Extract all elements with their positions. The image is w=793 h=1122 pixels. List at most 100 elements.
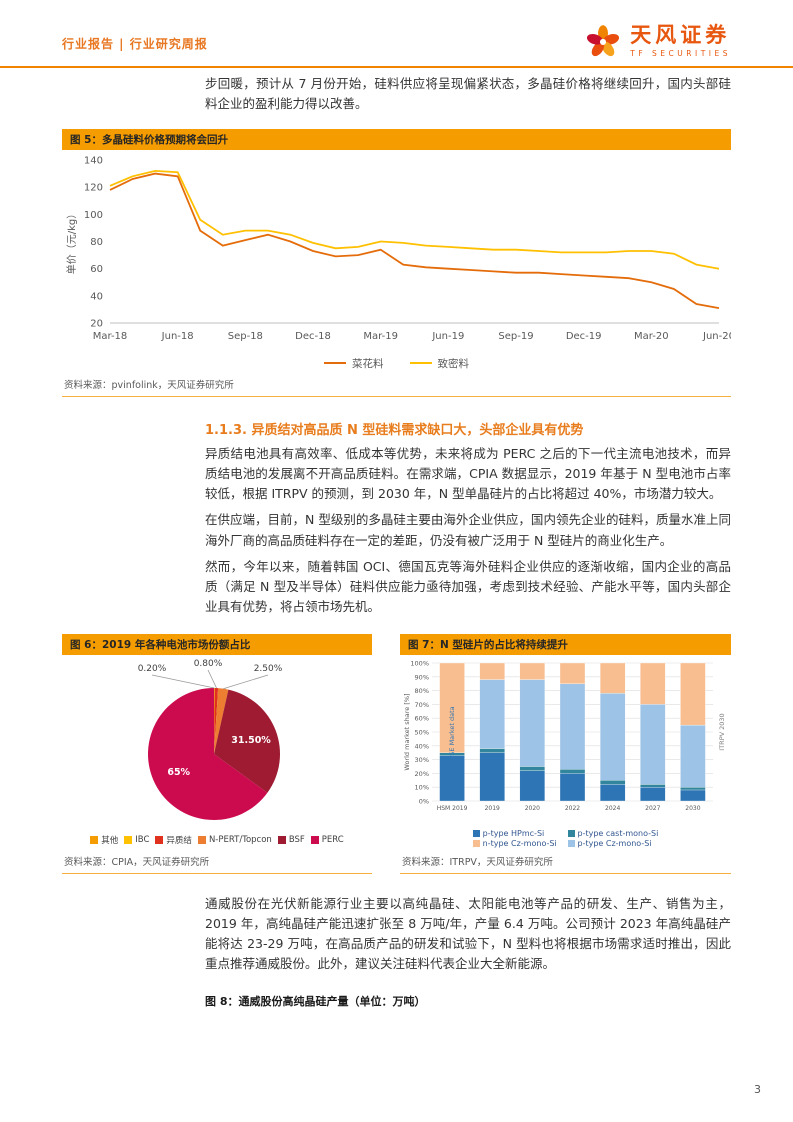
fig6-pie-chart: 31.50% 65% 0.20% 0.80% 2.50%: [138, 659, 283, 820]
svg-text:2024: 2024: [605, 805, 620, 812]
figure-7: 图 7：N 型硅片的占比将持续提升 0% 10% 20% 30% 40% 50% 60% 70…: [400, 633, 731, 874]
figure-8-title: 图 8：通威股份高纯晶硅产量（单位：万吨）: [205, 994, 426, 1008]
bar-segment: [439, 662, 465, 753]
svg-text:90%: 90%: [415, 673, 429, 681]
page-header: 行业报告 | 行业研究周报 天风证券 TF SECURITIES: [0, 0, 793, 68]
page-number: 3: [754, 1083, 761, 1096]
svg-text:2022: 2022: [565, 805, 580, 812]
svg-text:Mar-19: Mar-19: [363, 331, 398, 342]
svg-text:2019: 2019: [485, 805, 500, 812]
figure-5-title-bar: 图 5：多晶硅料价格预期将会回升: [62, 128, 731, 150]
bar-segment: [559, 772, 586, 801]
fig7-stacked-bar-chart: 0% 10% 20% 30% 40% 50% 60% 70% 80% 90% 100% HSM 201…: [403, 659, 726, 812]
line-series: [109, 169, 720, 270]
fig5-legend: 菜花料 致密料: [324, 356, 469, 371]
legend-item: p-type Cz-mono-Si: [567, 839, 659, 848]
svg-text:ITRPV 2030: ITRPV 2030: [718, 713, 726, 750]
pie-slice: [214, 687, 215, 754]
legend-item: 致密料: [409, 356, 469, 371]
recommendation-paragraph: 通威股份在光伏新能源行业主要以高纯晶硅、太阳能电池等产品的研发、生产、销售为主，…: [205, 895, 731, 972]
breadcrumb: 行业报告 | 行业研究周报: [62, 37, 208, 51]
svg-text:Mar-18: Mar-18: [93, 331, 128, 342]
svg-text:HSM 2019: HSM 2019: [437, 805, 468, 812]
bar-segment: [599, 692, 626, 780]
svg-text:0.80%: 0.80%: [194, 659, 223, 669]
svg-text:10%: 10%: [415, 783, 429, 791]
svg-text:20%: 20%: [415, 769, 429, 777]
legend-item: p-type HPmc-Si: [472, 829, 564, 838]
bar-segment: [439, 754, 465, 801]
bar-segment: [519, 769, 546, 801]
bar-segment: [680, 724, 706, 787]
svg-text:Dec-18: Dec-18: [295, 331, 331, 342]
bar-segment: [640, 662, 666, 705]
svg-text:100%: 100%: [410, 659, 429, 667]
bar-segment: [599, 783, 626, 801]
legend-item: BSF: [277, 834, 305, 846]
svg-text:40%: 40%: [415, 742, 429, 750]
brand-logo: 天风证券 TF SECURITIES: [584, 22, 731, 60]
pie-slice: [214, 689, 281, 793]
legend-item: 异质结: [155, 834, 192, 846]
pie-slice: [148, 687, 268, 820]
svg-text:100: 100: [84, 209, 103, 220]
svg-text:Jun-18: Jun-18: [161, 331, 194, 342]
svg-text:ISE Market data: ISE Market data: [448, 706, 456, 757]
fig6-source-note: 资料来源：CPIA，天风证券研究所: [64, 856, 210, 868]
brand-name: 天风证券: [630, 22, 731, 47]
legend-item: n-type Cz-mono-Si: [472, 839, 564, 848]
figure-6-title-bar: 图 6：2019 年各种电池市场份额占比: [62, 633, 372, 655]
svg-text:Dec-19: Dec-19: [566, 331, 602, 342]
svg-text:单价（元/kg）: 单价（元/kg）: [66, 208, 78, 274]
svg-text:31.50%: 31.50%: [231, 735, 271, 746]
bar-segment: [559, 768, 586, 774]
figures-row: 图 6：2019 年各种电池市场份额占比 31.50% 65% 0.20% 0.80%…: [62, 633, 731, 874]
fig7-legend: p-type HPmc-Si p-type cast-mono-Si n-type …: [459, 827, 673, 851]
figure-6: 图 6：2019 年各种电池市场份额占比 31.50% 65% 0.20% 0.80%…: [62, 633, 372, 874]
bar-segment: [479, 747, 505, 753]
bar-segment: [640, 783, 666, 787]
bar-segment: [519, 765, 546, 771]
bar-segment: [479, 752, 505, 801]
svg-text:30%: 30%: [415, 756, 429, 764]
bar-segment: [680, 662, 706, 725]
intro-paragraph: 步回暖，预计从 7 月份开始，硅料供应将呈现偏紧状态，多晶硅价格将继续回升，国内…: [205, 76, 731, 112]
bar-segment: [640, 786, 666, 801]
section-paragraph-3: 然而，今年以来，随着韩国 OCI、德国瓦克等海外硅料企业供应的逐渐收缩，国内企业…: [205, 558, 731, 615]
legend-item: 其他: [90, 834, 118, 846]
bar-segment: [680, 789, 706, 801]
svg-text:50%: 50%: [415, 728, 429, 736]
brand-text: 天风证券 TF SECURITIES: [630, 22, 731, 58]
bar-segment: [640, 703, 666, 785]
svg-text:World market share [%]: World market share [%]: [403, 693, 411, 770]
bar-segment: [559, 662, 586, 684]
section-paragraph-2: 在供应端，目前，N 型级别的多晶硅主要由海外企业供应，国内领先企业的硅料，质量水…: [205, 512, 731, 548]
pie-slice: [214, 687, 229, 754]
tf-flower-logo-icon: [587, 25, 620, 57]
svg-text:80%: 80%: [415, 687, 429, 695]
svg-text:120: 120: [84, 182, 103, 193]
svg-text:Sep-18: Sep-18: [228, 331, 263, 342]
svg-text:65%: 65%: [167, 766, 190, 777]
svg-text:0.20%: 0.20%: [138, 664, 167, 674]
bar-segment: [519, 662, 546, 680]
legend-item: IBC: [124, 834, 149, 846]
fig6-legend: 其他 IBC 异质结 N-PERT/Topcon BSF PERC: [90, 834, 344, 846]
legend-item: p-type cast-mono-Si: [567, 829, 658, 838]
svg-text:2020: 2020: [525, 805, 540, 812]
svg-text:Mar-20: Mar-20: [634, 331, 669, 342]
bar-segment: [519, 678, 546, 767]
legend-item: PERC: [310, 834, 344, 846]
svg-text:60%: 60%: [415, 714, 429, 722]
pie-slice: [214, 687, 219, 754]
fig5-source-note: 资料来源：pvinfolink，天风证券研究所: [64, 379, 234, 391]
fig7-source-note: 资料来源：ITRPV，天风证券研究所: [402, 856, 553, 868]
figure-5: 图 5：多晶硅料价格预期将会回升 20 40 60 80 100 120 140 Mar-18…: [62, 128, 731, 397]
bar-segment: [680, 786, 706, 790]
svg-text:2.50%: 2.50%: [254, 664, 283, 674]
brand-subtitle: TF SECURITIES: [630, 48, 731, 58]
section-paragraph-1: 异质结电池具有高效率、低成本等优势，未来将成为 PERC 之后的下一代主流电池技…: [205, 445, 731, 502]
svg-text:Jun-19: Jun-19: [431, 331, 464, 342]
legend-item: 菜花料: [324, 356, 384, 371]
svg-text:Jun-20: Jun-20: [702, 331, 731, 342]
